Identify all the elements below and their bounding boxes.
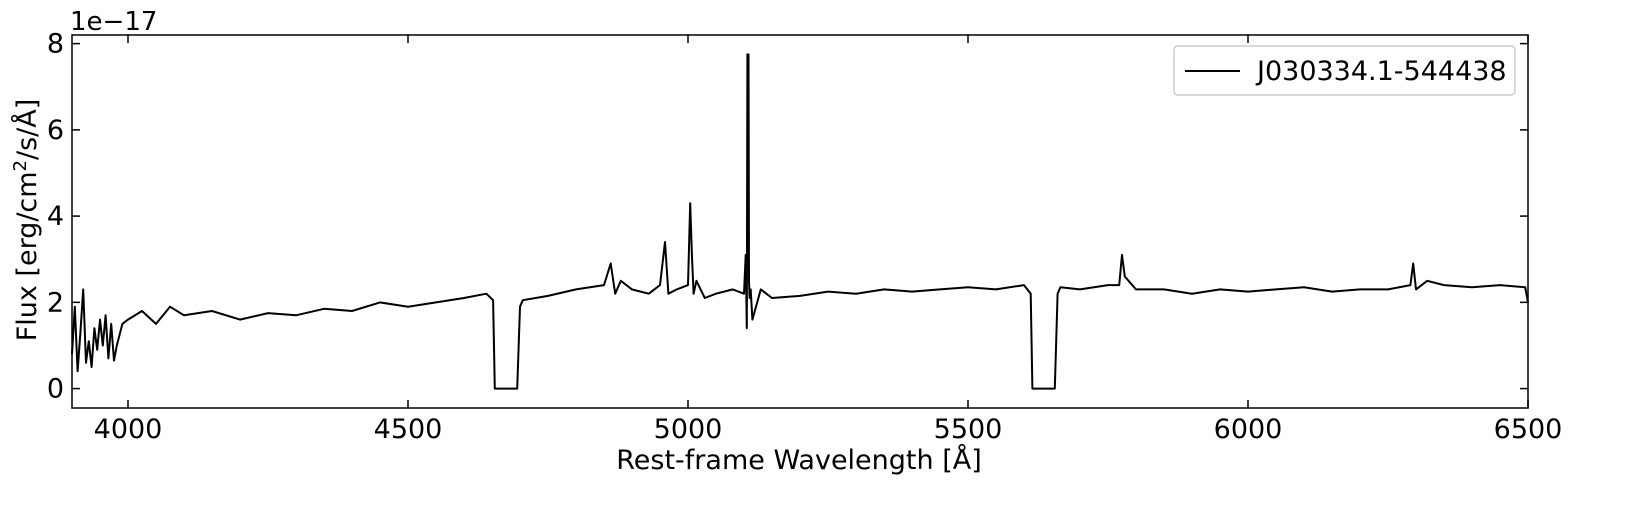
- x-tick-label: 5500: [934, 414, 1003, 445]
- y-tick-label: 4: [47, 201, 64, 232]
- y-axis-label-tail: /s/Å]: [11, 99, 43, 160]
- x-axis-label: Rest-frame Wavelength [Å]: [616, 444, 982, 476]
- plot-frame: [71, 34, 1529, 409]
- x-tick-label: 4000: [94, 414, 163, 445]
- y-tick-label: 8: [47, 29, 64, 60]
- line-layer: [71, 53, 1529, 390]
- y-tick-label: 2: [47, 287, 64, 318]
- legend-box: [1173, 45, 1516, 96]
- legend: J030334.1-544438: [1173, 45, 1516, 96]
- y-axis-label-main: Flux [erg/cm: [12, 171, 43, 341]
- spectrum-line: [71, 53, 1529, 390]
- x-tick-label: 4500: [374, 414, 443, 445]
- x-tick-label: 5000: [654, 414, 723, 445]
- y-axis-label: Flux [erg/cm2/s/Å]: [10, 99, 43, 342]
- x-tick-label: 6000: [1214, 414, 1283, 445]
- ticks-layer: 4000 4500 5000 5500 6000 6500 0 2 4 6 8: [47, 29, 1563, 445]
- y-tick-label: 0: [47, 374, 64, 405]
- y-tick-label: 6: [47, 115, 64, 146]
- x-tick-label: 6500: [1494, 414, 1563, 445]
- legend-label: J030334.1-544438: [1255, 56, 1507, 87]
- y-axis-label-sup: 2: [10, 160, 31, 171]
- y-offset-text: 1e−17: [70, 7, 157, 37]
